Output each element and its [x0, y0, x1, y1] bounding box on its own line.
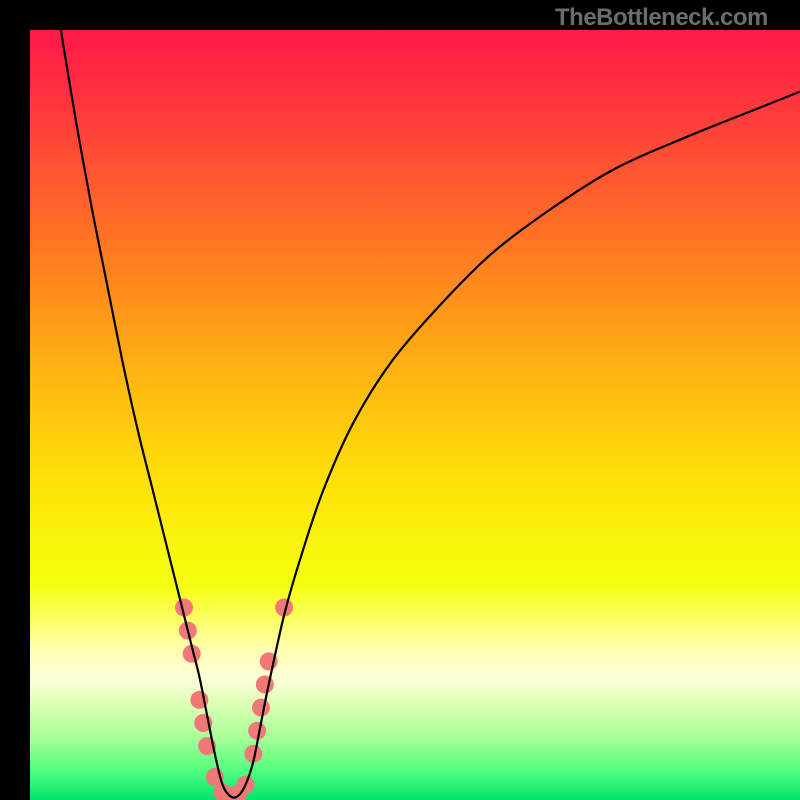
chart-svg — [30, 30, 800, 800]
chart-plot-area — [30, 30, 800, 800]
watermark-text: TheBottleneck.com — [555, 4, 768, 32]
